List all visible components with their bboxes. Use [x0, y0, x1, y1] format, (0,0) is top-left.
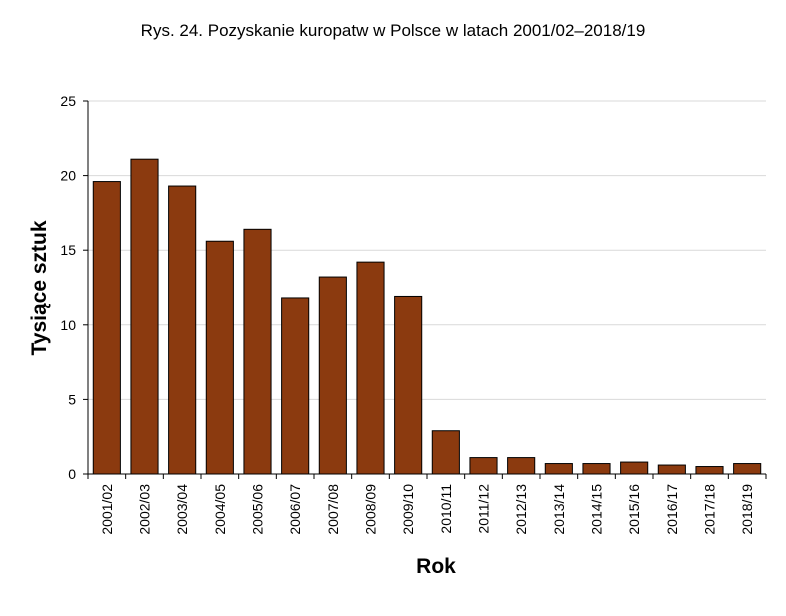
bar — [507, 457, 536, 475]
x-tick-label: 2002/03 — [137, 484, 153, 535]
bar — [356, 261, 385, 475]
bar — [582, 463, 611, 475]
x-tick-label: 2011/12 — [476, 484, 492, 534]
y-tick-label: 15 — [60, 242, 76, 258]
x-tick-label: 2015/16 — [626, 484, 642, 535]
x-tick-labels: 2001/02 2002/03 2003/04 2004/05 2005/06 2006/… — [99, 484, 755, 535]
bar — [318, 276, 347, 475]
bar — [168, 185, 197, 475]
x-tick-label: 2005/06 — [250, 484, 266, 535]
bar — [469, 457, 498, 475]
x-tick-label: 2016/17 — [664, 484, 680, 535]
x-tick-label: 2012/13 — [513, 484, 529, 535]
gridlines — [88, 100, 766, 400]
x-tick-label: 2006/07 — [287, 484, 303, 535]
bar — [394, 295, 423, 475]
y-tick-label: 25 — [60, 93, 76, 109]
bar — [544, 463, 573, 475]
bar — [92, 181, 121, 475]
y-tick-label: 20 — [60, 168, 76, 184]
x-tick-label: 2013/14 — [551, 484, 567, 535]
x-tick-label: 2003/04 — [174, 484, 190, 535]
x-tick-label: 2018/19 — [739, 484, 755, 535]
x-tick-label: 2009/10 — [400, 484, 416, 535]
axes — [83, 100, 767, 479]
bar — [130, 158, 159, 475]
bar — [243, 228, 272, 475]
x-tick-label: 2007/08 — [325, 484, 341, 535]
bar — [281, 297, 310, 475]
x-tick-label: 2010/11 — [438, 484, 454, 534]
y-tick-label: 5 — [68, 391, 76, 407]
x-tick-label: 2017/18 — [702, 484, 718, 535]
bar — [431, 430, 460, 475]
bar — [695, 466, 724, 475]
y-tick-labels: 0 5 10 15 20 25 — [60, 93, 76, 482]
bars — [92, 158, 762, 475]
bar — [657, 464, 686, 475]
y-tick-label: 0 — [68, 466, 76, 482]
bar — [620, 461, 649, 475]
x-tick-label: 2014/15 — [589, 484, 605, 535]
x-axis-title: Rok — [416, 555, 456, 578]
x-tick-label: 2004/05 — [212, 484, 228, 535]
y-tick-label: 10 — [60, 317, 76, 333]
bar — [205, 240, 234, 475]
x-tick-label: 2001/02 — [99, 484, 115, 535]
bar — [733, 463, 762, 475]
y-axis-title: Tysiące sztuk — [28, 220, 51, 355]
chart-title: Rys. 24. Pozyskanie kuropatw w Polsce w … — [140, 21, 646, 40]
x-tick-label: 2008/09 — [363, 484, 379, 535]
